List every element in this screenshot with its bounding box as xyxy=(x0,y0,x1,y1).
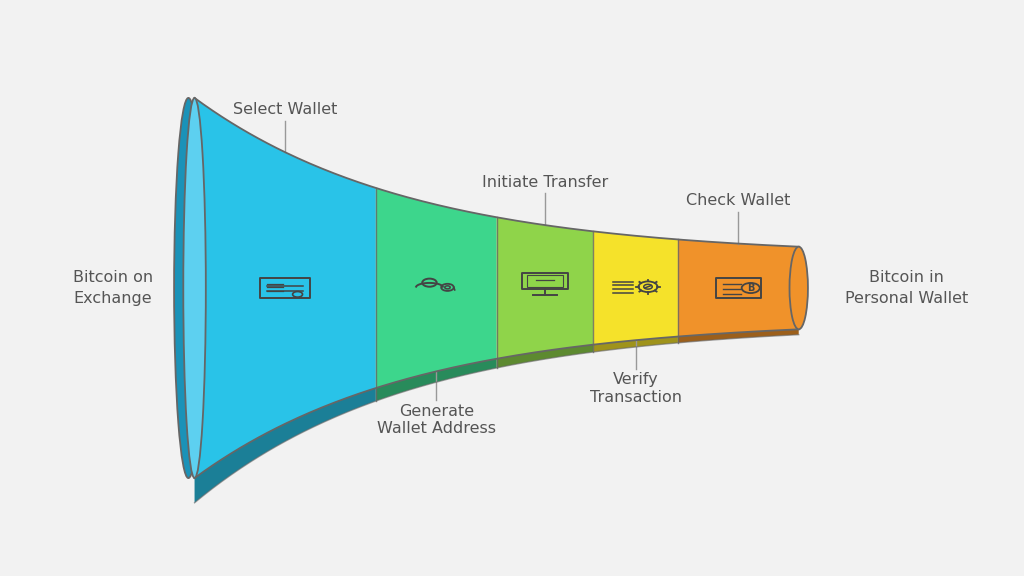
Text: Verify
Transaction: Verify Transaction xyxy=(590,373,682,405)
Polygon shape xyxy=(376,359,497,401)
Polygon shape xyxy=(195,98,376,478)
Bar xyxy=(522,273,567,289)
Polygon shape xyxy=(678,240,799,336)
Text: Select Wallet: Select Wallet xyxy=(233,102,337,117)
Text: Check Wallet: Check Wallet xyxy=(686,194,791,209)
Bar xyxy=(716,278,761,298)
Text: Initiate Transfer: Initiate Transfer xyxy=(482,175,608,190)
Text: Generate
Wallet Address: Generate Wallet Address xyxy=(377,404,496,436)
Bar xyxy=(260,279,310,298)
Text: Bitcoin on
Exchange: Bitcoin on Exchange xyxy=(73,270,153,306)
Text: B: B xyxy=(746,283,755,293)
Text: Bitcoin in
Personal Wallet: Bitcoin in Personal Wallet xyxy=(845,270,968,306)
Polygon shape xyxy=(593,232,678,344)
Ellipse shape xyxy=(790,247,808,329)
Polygon shape xyxy=(593,336,678,352)
Ellipse shape xyxy=(183,98,206,478)
Polygon shape xyxy=(497,217,593,359)
Polygon shape xyxy=(497,344,593,368)
Polygon shape xyxy=(376,188,497,388)
Bar xyxy=(527,275,563,287)
Ellipse shape xyxy=(174,98,203,478)
Polygon shape xyxy=(678,329,799,343)
Polygon shape xyxy=(195,388,376,503)
